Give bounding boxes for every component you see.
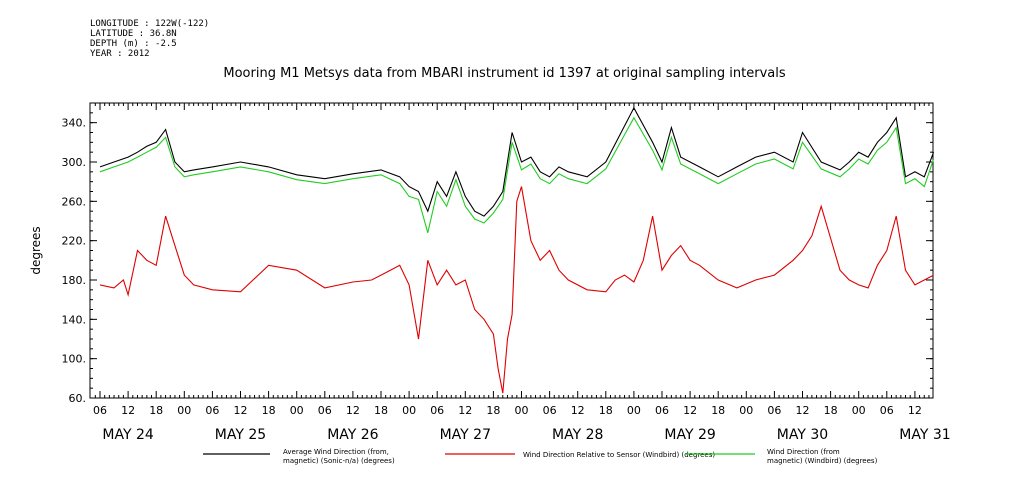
y-tick-label: 340. bbox=[62, 117, 87, 130]
y-tick-label: 260. bbox=[62, 195, 87, 208]
x-day-label: MAY 28 bbox=[552, 427, 603, 443]
y-tick-label: 100. bbox=[62, 353, 87, 366]
x-hour-label: 12 bbox=[458, 404, 472, 417]
legend-label-0-line2: magnetic) (Sonic-n/a) (degrees) bbox=[283, 457, 395, 465]
x-hour-label: 00 bbox=[739, 404, 753, 417]
year-text: YEAR : 2012 bbox=[90, 49, 150, 59]
x-hour-label: 12 bbox=[234, 404, 248, 417]
x-hour-label: 12 bbox=[683, 404, 697, 417]
x-hour-label: 18 bbox=[599, 404, 613, 417]
x-day-label: MAY 27 bbox=[440, 427, 491, 443]
x-hour-label: 06 bbox=[543, 404, 557, 417]
x-hour-label: 12 bbox=[346, 404, 360, 417]
x-hour-label: 18 bbox=[262, 404, 276, 417]
x-hour-label: 06 bbox=[205, 404, 219, 417]
x-hour-label: 00 bbox=[852, 404, 866, 417]
series-line-0 bbox=[99, 106, 935, 217]
x-hour-label: 00 bbox=[402, 404, 416, 417]
x-hour-label: 18 bbox=[486, 404, 500, 417]
legend-label-2: Wind Direction (from bbox=[767, 448, 840, 456]
x-day-label: MAY 24 bbox=[102, 427, 153, 443]
y-axis-label: degrees bbox=[29, 226, 43, 274]
x-hour-label: 00 bbox=[177, 404, 191, 417]
x-hour-label: 12 bbox=[571, 404, 585, 417]
x-hour-label: 06 bbox=[655, 404, 669, 417]
longitude-text: LONGITUDE : 122W(-122) bbox=[90, 19, 210, 29]
x-hour-label: 18 bbox=[711, 404, 725, 417]
metadata-block: LONGITUDE : 122W(-122) LATITUDE : 36.8N … bbox=[90, 19, 209, 59]
y-tick-label: 220. bbox=[62, 235, 87, 248]
x-hour-label: 00 bbox=[627, 404, 641, 417]
y-tick-label: 60. bbox=[69, 392, 87, 405]
x-day-label: MAY 25 bbox=[215, 427, 266, 443]
legend-label-0: Average Wind Direction (from, bbox=[283, 448, 389, 456]
y-tick-label: 180. bbox=[62, 274, 87, 287]
legend-label-1: Wind Direction Relative to Sensor (Windb… bbox=[523, 451, 715, 459]
x-day-label: MAY 29 bbox=[664, 427, 715, 443]
x-hour-label: 18 bbox=[149, 404, 163, 417]
x-hour-label: 12 bbox=[121, 404, 135, 417]
x-hour-label: 12 bbox=[796, 404, 810, 417]
x-hour-label: 00 bbox=[515, 404, 529, 417]
depth-text: DEPTH (m) : -2.5 bbox=[90, 39, 177, 49]
y-tick-label: 140. bbox=[62, 313, 87, 326]
x-day-label: MAY 31 bbox=[899, 427, 950, 443]
chart-title: Mooring M1 Metsys data from MBARI instru… bbox=[223, 66, 786, 81]
latitude-text: LATITUDE : 36.8N bbox=[90, 29, 177, 39]
x-hour-label: 18 bbox=[824, 404, 838, 417]
series-line-2 bbox=[99, 116, 935, 233]
series-line-1 bbox=[99, 186, 934, 394]
x-hour-label: 00 bbox=[290, 404, 304, 417]
y-tick-label: 300. bbox=[62, 156, 87, 169]
x-day-label: MAY 30 bbox=[777, 427, 828, 443]
x-hour-label: 06 bbox=[318, 404, 332, 417]
x-hour-label: 18 bbox=[374, 404, 388, 417]
legend-label-2-line2: magnetic) (Windbird) (degrees) bbox=[767, 457, 878, 465]
x-hour-label: 06 bbox=[93, 404, 107, 417]
x-day-label: MAY 26 bbox=[327, 427, 378, 443]
x-hour-label: 06 bbox=[767, 404, 781, 417]
x-hour-label: 12 bbox=[908, 404, 922, 417]
x-hour-label: 06 bbox=[880, 404, 894, 417]
x-hour-label: 06 bbox=[430, 404, 444, 417]
